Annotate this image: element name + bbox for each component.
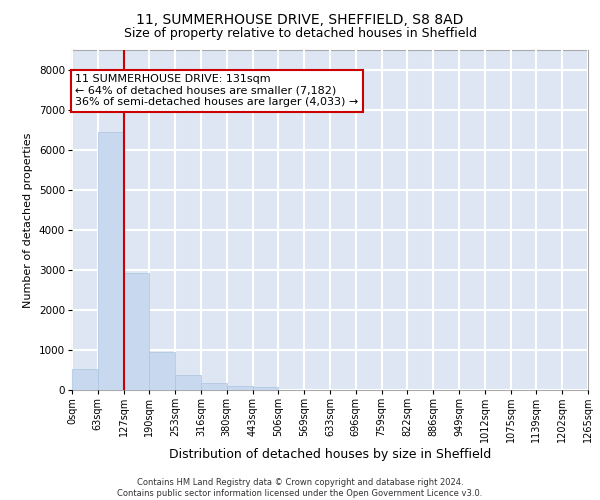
Bar: [175, 375, 201, 390]
Text: Size of property relative to detached houses in Sheffield: Size of property relative to detached ho…: [124, 28, 476, 40]
Bar: [124, 273, 149, 390]
Bar: [149, 352, 175, 390]
X-axis label: Distribution of detached houses by size in Sheffield: Distribution of detached houses by size …: [169, 448, 491, 461]
Y-axis label: Number of detached properties: Number of detached properties: [23, 132, 34, 308]
Bar: [98, 132, 124, 390]
Bar: [201, 383, 227, 390]
Bar: [227, 386, 253, 390]
Text: 11 SUMMERHOUSE DRIVE: 131sqm
← 64% of detached houses are smaller (7,182)
36% of: 11 SUMMERHOUSE DRIVE: 131sqm ← 64% of de…: [75, 74, 358, 107]
Bar: [72, 369, 98, 390]
Text: 11, SUMMERHOUSE DRIVE, SHEFFIELD, S8 8AD: 11, SUMMERHOUSE DRIVE, SHEFFIELD, S8 8AD: [136, 12, 464, 26]
Text: Contains HM Land Registry data © Crown copyright and database right 2024.
Contai: Contains HM Land Registry data © Crown c…: [118, 478, 482, 498]
Bar: [253, 387, 278, 390]
